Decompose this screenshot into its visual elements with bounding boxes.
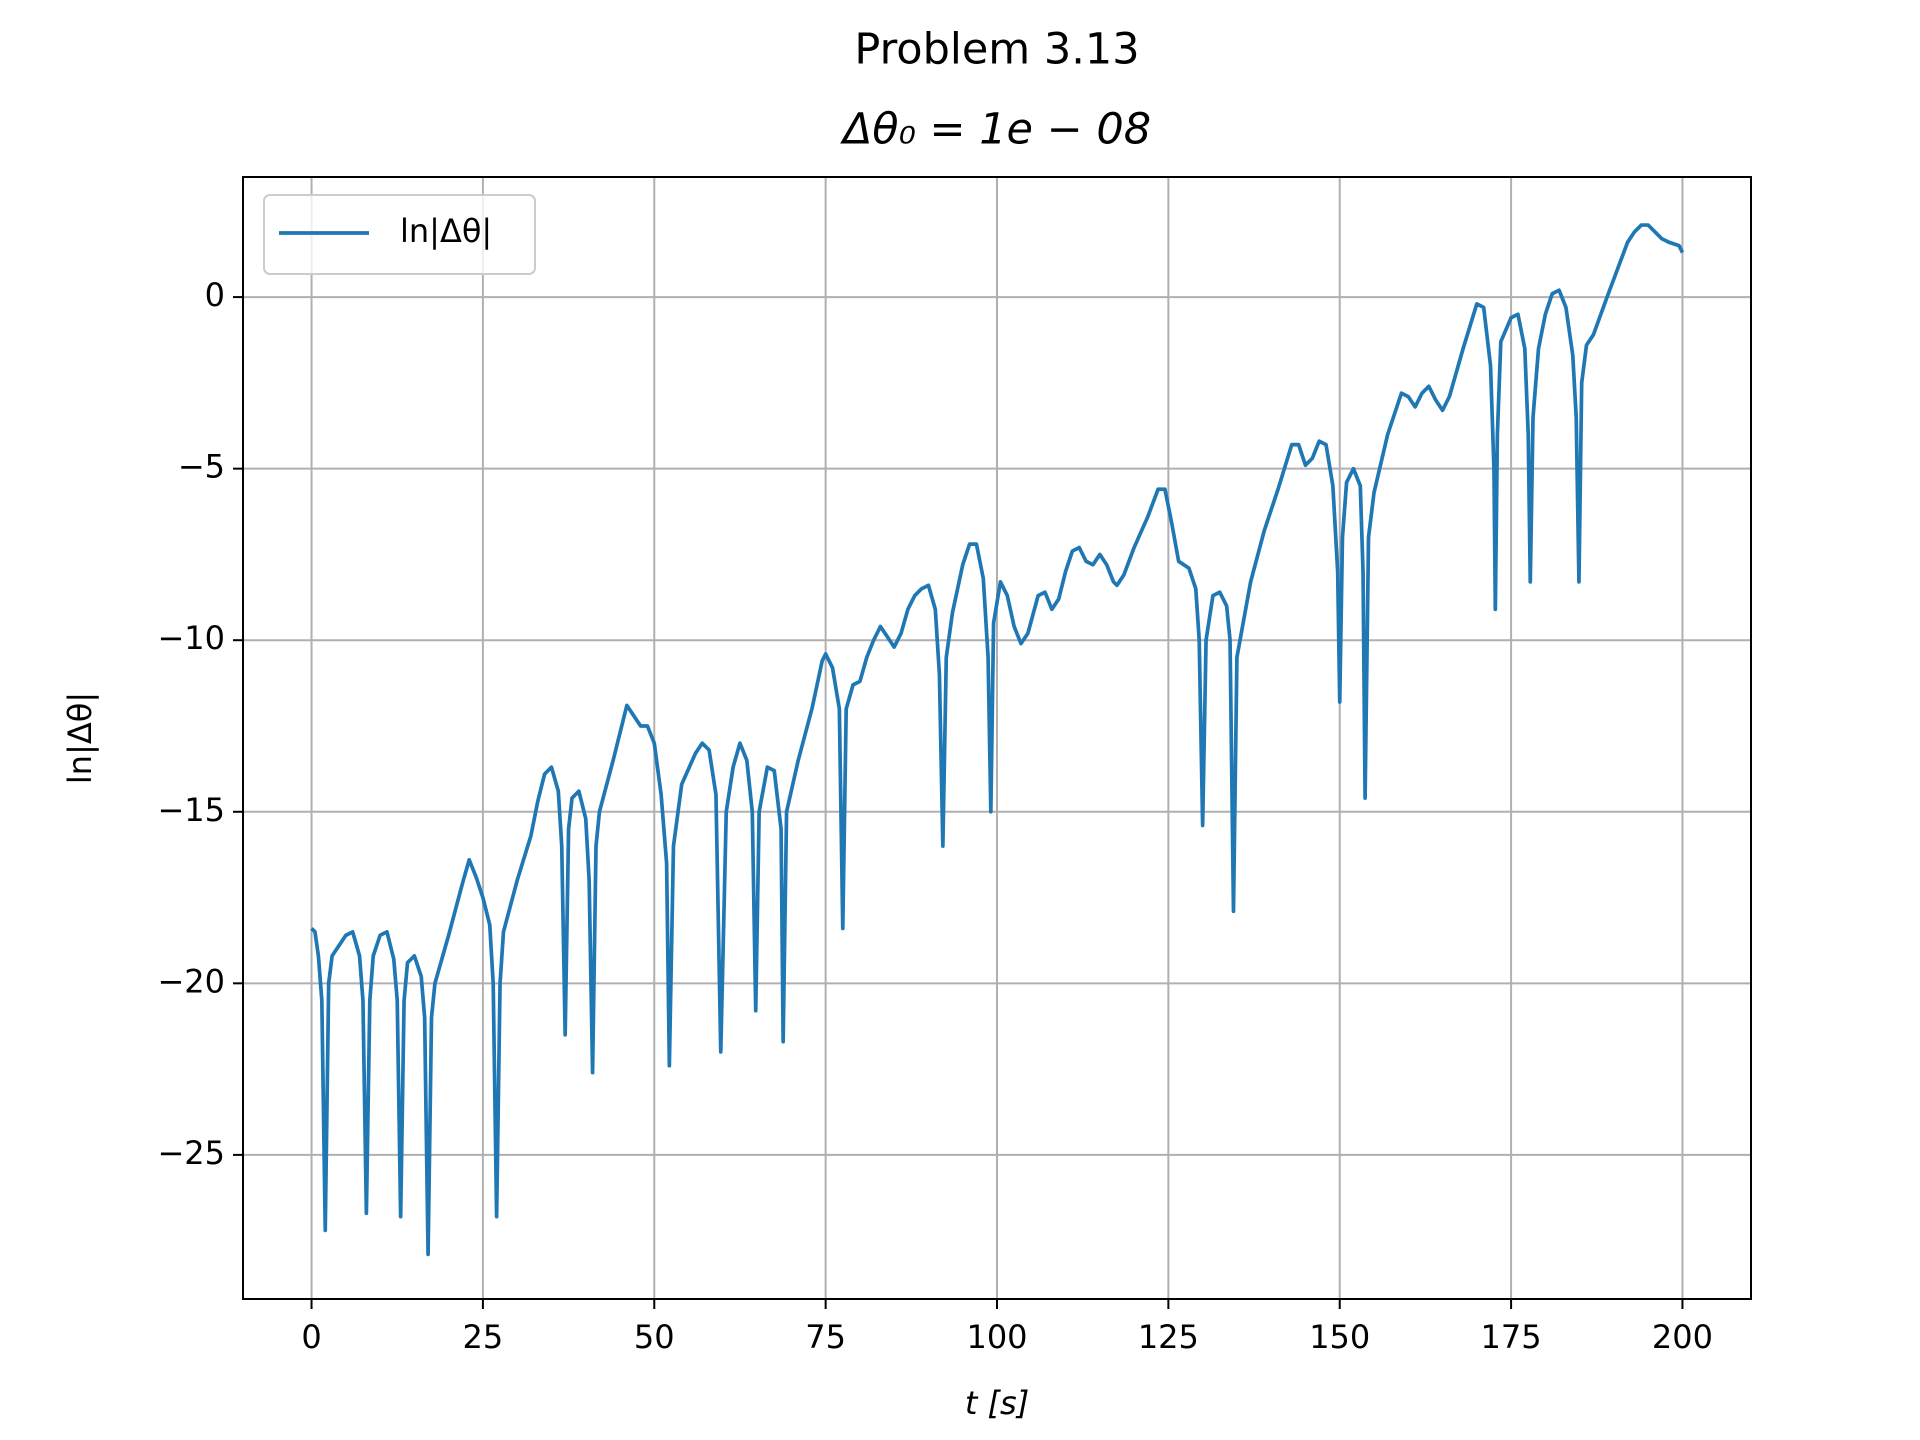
data-line xyxy=(310,223,1685,1257)
legend-label: ln|Δθ| xyxy=(400,212,492,250)
x-tick-label: 75 xyxy=(805,1318,846,1356)
x-tick-label: 200 xyxy=(1652,1318,1713,1356)
y-tick-label: 0 xyxy=(205,276,225,314)
x-tick-label: 125 xyxy=(1138,1318,1199,1356)
x-tick-label: 100 xyxy=(966,1318,1027,1356)
x-axis-label: t [s] xyxy=(965,1384,1029,1422)
chart-title: Problem 3.13 xyxy=(854,25,1139,75)
y-tick-label: −10 xyxy=(157,619,225,657)
plot-frame xyxy=(242,176,1752,1300)
x-tick-label: 175 xyxy=(1481,1318,1542,1356)
y-axis-label: ln|Δθ| xyxy=(61,692,99,784)
legend-box xyxy=(263,194,536,275)
chart-subtitle: Δθ₀ = 1e − 08 xyxy=(840,105,1151,155)
y-tick-label: −20 xyxy=(157,962,225,1000)
x-tick-label: 150 xyxy=(1309,1318,1370,1356)
x-tick-label: 50 xyxy=(634,1318,675,1356)
y-tick-label: −25 xyxy=(157,1134,225,1172)
x-tick-label: 25 xyxy=(463,1318,504,1356)
x-tick-label: 0 xyxy=(301,1318,321,1356)
y-tick-label: −5 xyxy=(178,448,225,486)
y-tick-label: −15 xyxy=(157,791,225,829)
